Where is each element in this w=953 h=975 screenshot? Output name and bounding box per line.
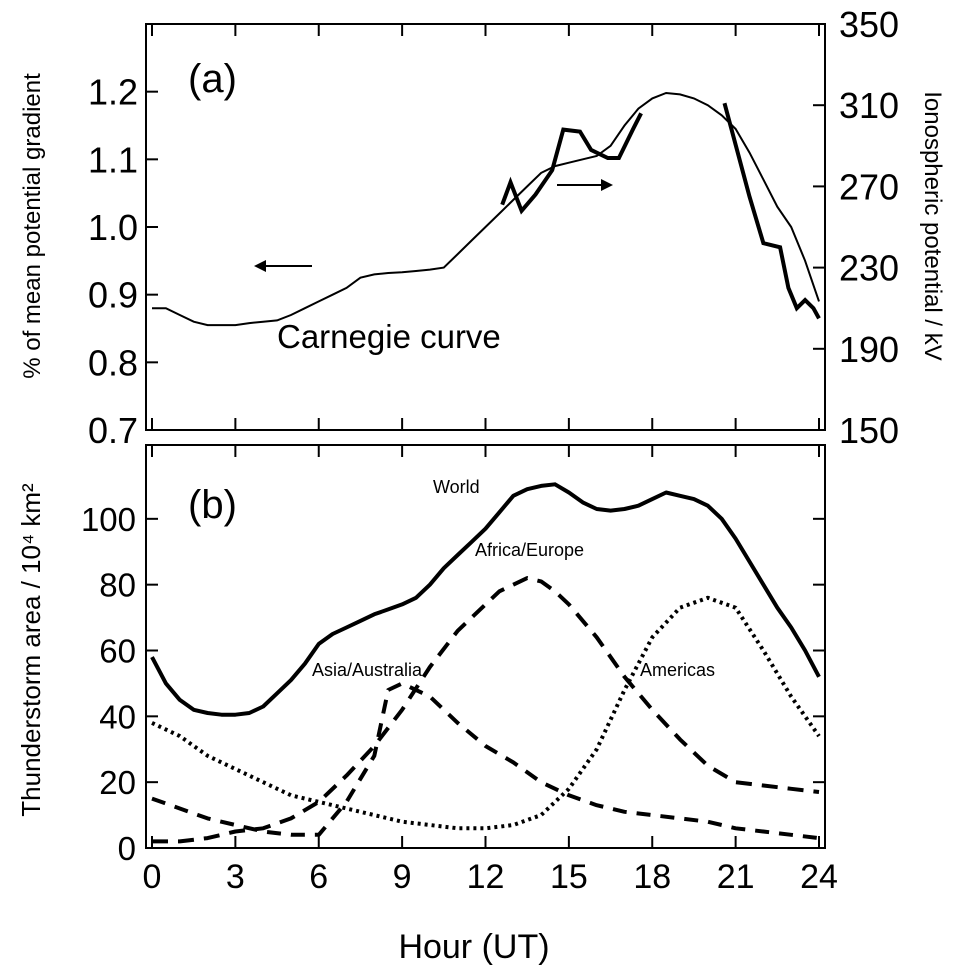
series-label-world: World [433,477,480,497]
series-label-asia-australia: Asia/Australia [312,660,423,680]
series-label-africa-europe: Africa/Europe [475,540,584,560]
panel-b-lines [150,482,821,844]
panel-b-label: (b) [188,483,237,527]
panel-a-right-tick-label: 150 [839,410,899,451]
panel-a-ylabel-left: % of mean potential gradient [19,73,46,379]
panel-a-left-tick-label: 0.8 [88,342,138,383]
panel-a-right-tick-label: 230 [839,248,899,289]
series-line-asia-australia [151,681,820,841]
x-tick-label: 6 [309,858,328,896]
right-arrow [557,179,613,191]
panel-a-right-tick-label: 190 [839,329,899,370]
panel-a-right-tick-label: 350 [839,4,899,45]
panel-a-left-tick-label: 1.0 [88,207,138,248]
panel-b-ticks: 0 20 40 60 80 100 0 3 6 9 12 15 18 21 24 [81,445,838,896]
series-line-americas [151,595,821,831]
panel-b-y-tick-label: 0 [118,830,136,867]
series-line-world [150,482,821,717]
xaxis-title: Hour (UT) [398,928,549,966]
x-tick-label: 24 [800,858,838,896]
panel-a-right-tick-label: 270 [839,166,899,207]
series-label-americas: Americas [640,660,715,680]
panel-a-ylabel-right: Ionospheric potential / kV [919,91,946,361]
x-tick-label: 18 [633,858,671,896]
panel-a-lines [152,91,821,327]
x-tick-label: 3 [226,858,245,896]
panel-b-y-tick-label: 60 [99,633,136,670]
panel-a-left-tick-label: 1.1 [88,139,138,180]
panel-b-y-tick-label: 40 [99,698,136,735]
panel-a-left-tick-label: 0.7 [88,410,138,451]
x-tick-label: 21 [717,858,755,896]
series-line-africa-europe [152,576,820,844]
x-tick-label: 0 [143,858,162,896]
x-tick-label: 15 [550,858,588,896]
panel-b-y-tick-label: 80 [99,567,136,604]
x-tick-label: 9 [393,858,412,896]
panel-a-ticks: 0.7 0.8 0.9 1.0 1.1 1.2 150 190 230 270 310 350 [88,4,899,451]
x-tick-label: 12 [467,858,505,896]
carnegie-curve-annotation: Carnegie curve [277,318,501,355]
panel-a-left-tick-label: 1.2 [88,72,138,113]
panel-a-label: (a) [188,57,237,101]
panel-b-frame [145,444,826,849]
panel-b-y-tick-label: 100 [81,501,136,538]
left-arrow [254,260,312,272]
panel-b-y-tick-label: 20 [99,764,136,801]
panel-a-right-tick-label: 310 [839,85,899,126]
panel-a-left-tick-label: 0.9 [88,275,138,316]
ionospheric-potential-line-1 [500,112,643,215]
ionospheric-potential-line-2 [722,102,821,320]
panel-b-ylabel: Thunderstorm area / 10⁴ km² [16,483,46,817]
carnegie-curve-line [152,91,820,327]
